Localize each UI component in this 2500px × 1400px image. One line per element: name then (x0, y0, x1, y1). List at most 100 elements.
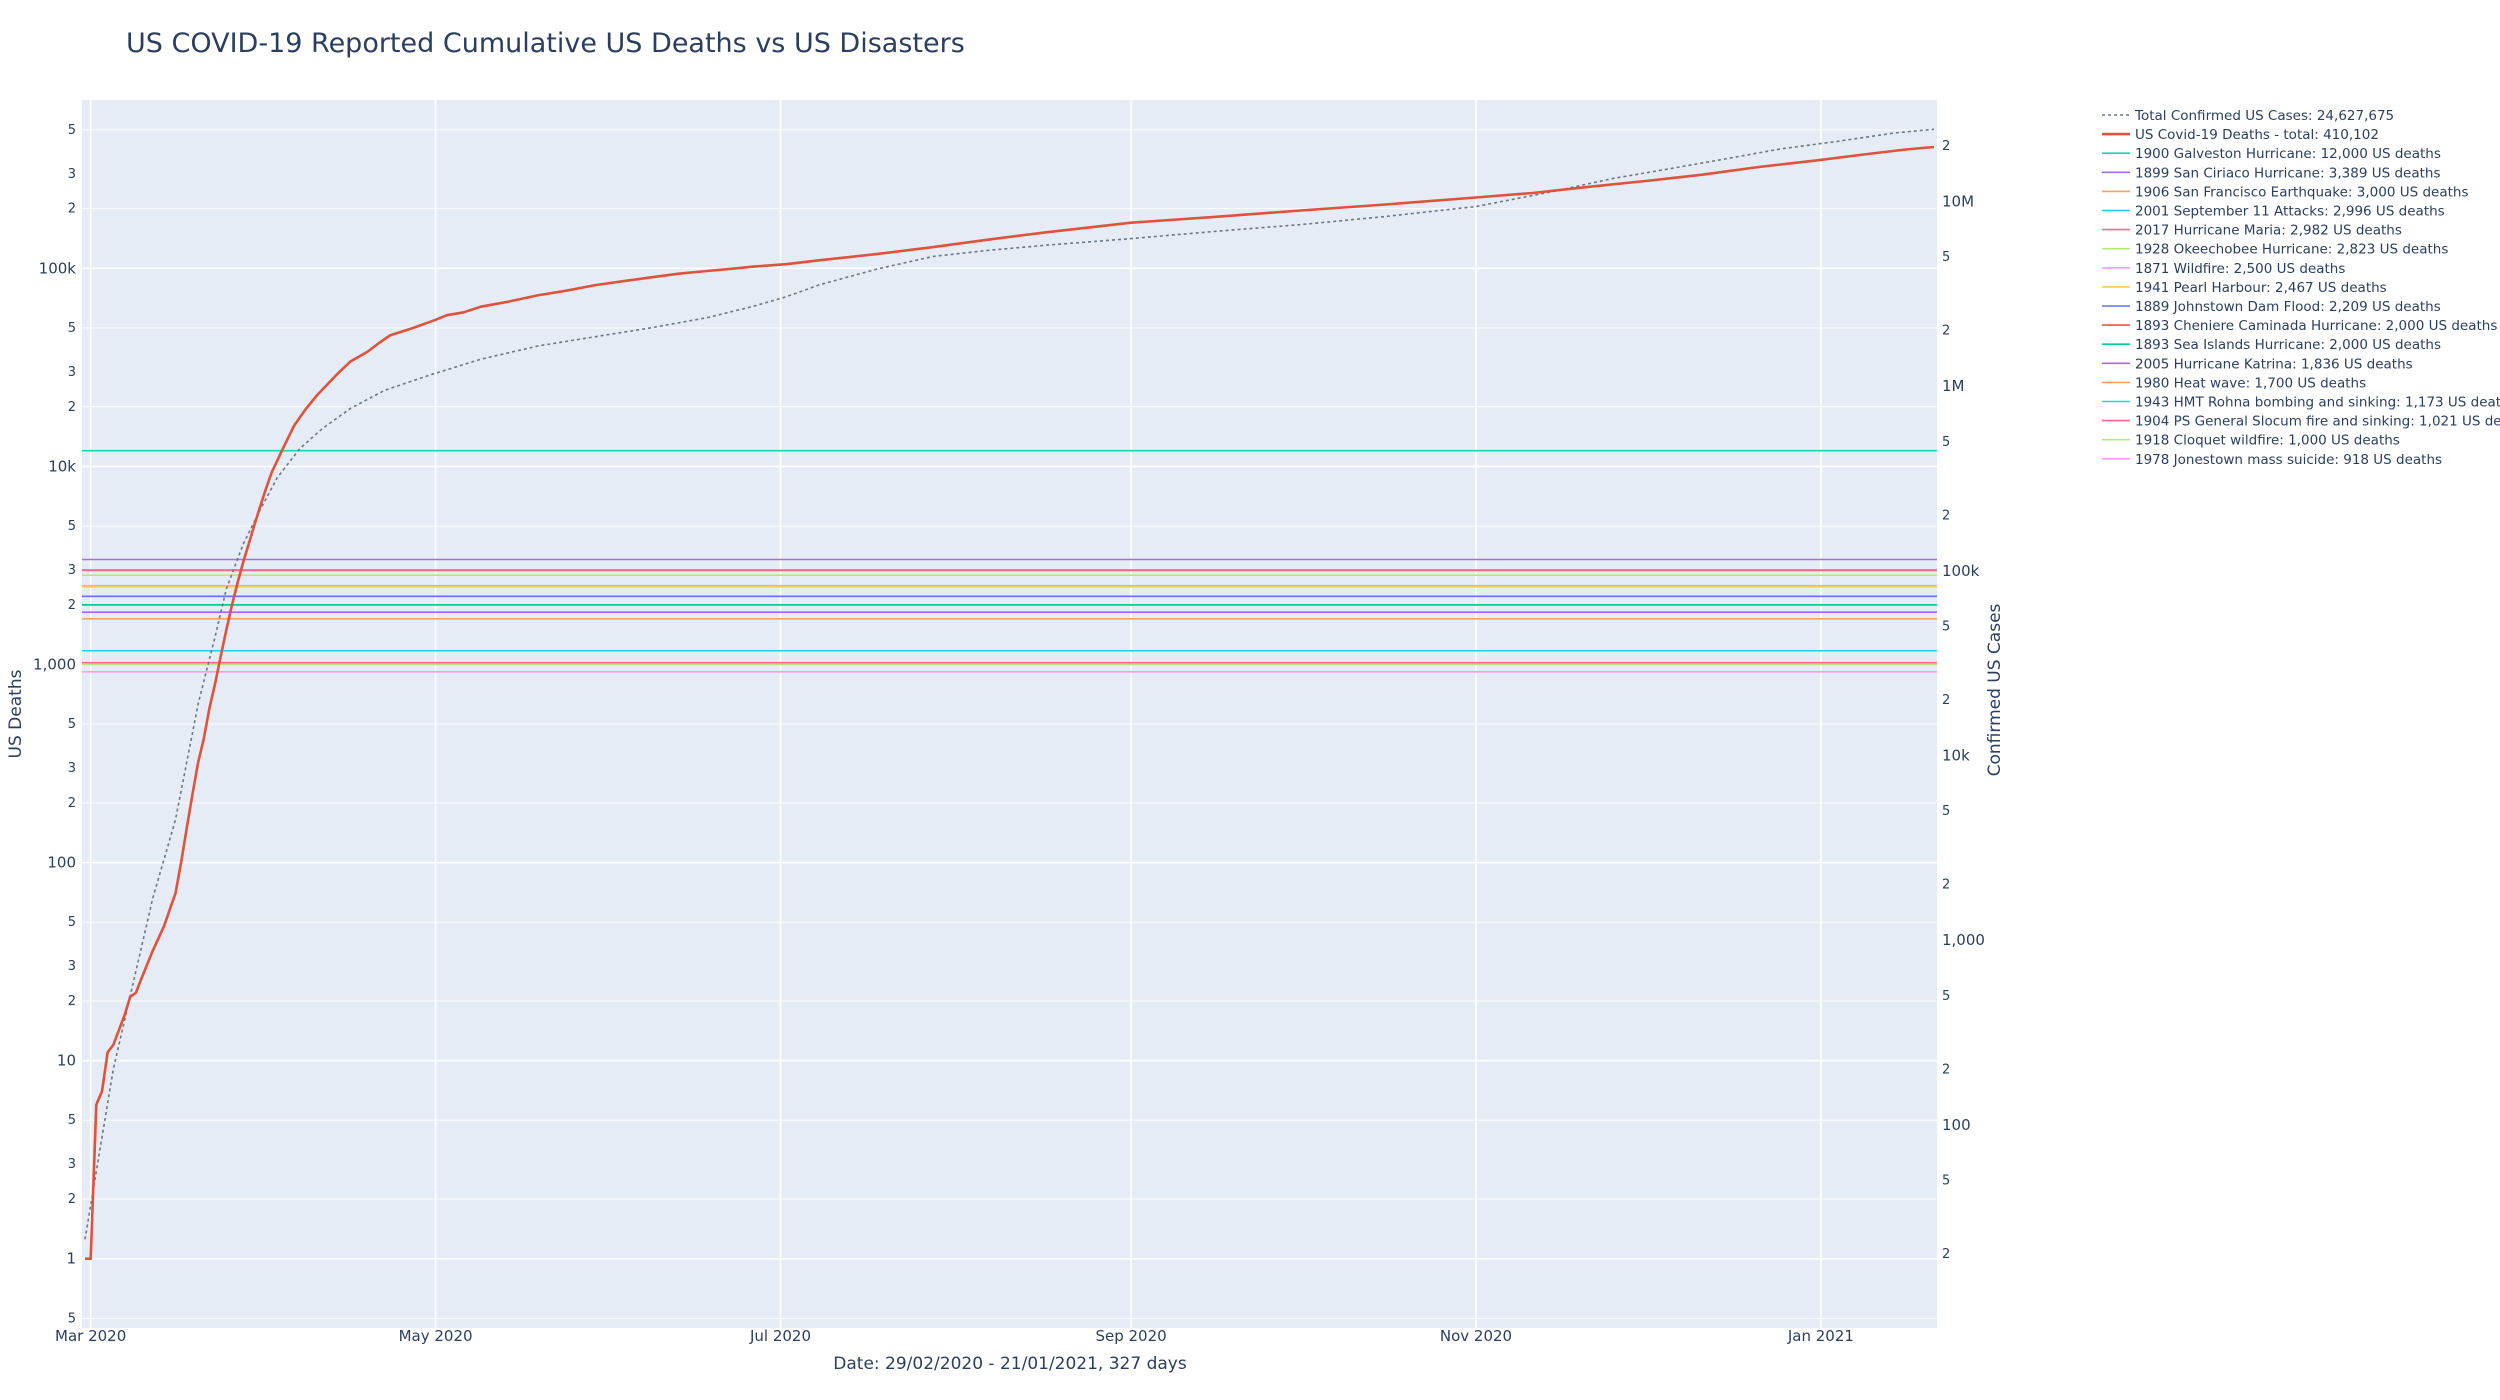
y2-tick-label: 100 (1942, 1116, 1971, 1134)
y-minor-tick-label: 3 (68, 761, 76, 776)
legend-label: 1904 PS General Slocum fire and sinking:… (2135, 414, 2500, 430)
x-tick-label: May 2020 (399, 1327, 473, 1345)
y-minor-tick-label: 5 (68, 321, 76, 336)
y2-minor-tick-label: 5 (1942, 989, 1950, 1004)
y-minor-tick-label: 2 (68, 796, 76, 811)
y-minor-tick-label: 5 (68, 717, 76, 732)
y-tick-label: 100k (39, 259, 77, 277)
legend-item[interactable]: 1871 Wildfire: 2,500 US deaths (2102, 261, 2345, 277)
legend-item[interactable]: 1900 Galveston Hurricane: 12,000 US deat… (2102, 146, 2441, 162)
legend-label: 2001 September 11 Attacks: 2,996 US deat… (2135, 204, 2445, 220)
y2-minor-tick-label: 2 (1942, 139, 1950, 154)
y-minor-tick-label: 3 (68, 167, 76, 182)
legend-item[interactable]: 1906 San Francisco Earthquake: 3,000 US … (2102, 184, 2468, 200)
y-tick-label: 10k (48, 457, 76, 475)
legend-label: 2017 Hurricane Maria: 2,982 US deaths (2135, 223, 2402, 239)
legend-item[interactable]: US Covid-19 Deaths - total: 410,102 (2102, 127, 2379, 143)
legend-label: 1978 Jonestown mass suicide: 918 US deat… (2135, 452, 2442, 468)
legend-item[interactable]: 1928 Okeechobee Hurricane: 2,823 US deat… (2102, 242, 2448, 258)
legend-item[interactable]: 1943 HMT Rohna bombing and sinking: 1,17… (2102, 395, 2500, 411)
y2-minor-tick-label: 2 (1942, 1247, 1950, 1262)
legend: Total Confirmed US Cases: 24,627,675 US C… (2102, 108, 2500, 468)
legend-label: 1889 Johnstown Dam Flood: 2,209 US death… (2135, 299, 2441, 315)
legend-label: 1906 San Francisco Earthquake: 3,000 US … (2135, 184, 2468, 200)
y2-tick-label: 10M (1942, 193, 1974, 211)
legend-label: Total Confirmed US Cases: 24,627,675 (2134, 108, 2394, 124)
legend-label: 1928 Okeechobee Hurricane: 2,823 US deat… (2135, 242, 2448, 258)
legend-label: 1980 Heat wave: 1,700 US deaths (2135, 375, 2366, 391)
y2-minor-tick-label: 2 (1942, 1062, 1950, 1077)
y-minor-tick-label: 3 (68, 959, 76, 974)
legend-label: 1871 Wildfire: 2,500 US deaths (2135, 261, 2345, 277)
x-tick-label: Jul 2020 (749, 1327, 811, 1345)
y2-minor-tick-label: 5 (1942, 804, 1950, 819)
y-axis-ticks: 1 10 100 1,000 10k 100k 5 2 5 2 5 2 5 2 5 2 5 2 5 3 3 3 3 3 3 (33, 123, 76, 1326)
series-lines (84, 128, 1935, 1260)
x-tick-label: Nov 2020 (1440, 1327, 1512, 1345)
legend-item[interactable]: 1889 Johnstown Dam Flood: 2,209 US death… (2102, 299, 2441, 315)
x-tick-label: Jan 2021 (1787, 1327, 1854, 1345)
disaster-lines (82, 449, 1937, 673)
legend-item[interactable]: 2005 Hurricane Katrina: 1,836 US deaths (2102, 356, 2413, 372)
y-minor-tick-label: 2 (68, 1192, 76, 1207)
x-tick-label: Mar 2020 (55, 1327, 126, 1345)
y-tick-label: 100 (47, 854, 76, 872)
legend-item[interactable]: 2017 Hurricane Maria: 2,982 US deaths (2102, 223, 2402, 239)
y2-minor-tick-label: 2 (1942, 508, 1950, 523)
y2-minor-tick-label: 5 (1942, 619, 1950, 634)
y-minor-tick-label: 2 (68, 202, 76, 217)
y-minor-tick-label: 5 (68, 1113, 76, 1128)
legend-label: 1900 Galveston Hurricane: 12,000 US deat… (2135, 146, 2441, 162)
y-minor-tick-label: 5 (68, 519, 76, 534)
y2-minor-tick-label: 5 (1942, 435, 1950, 450)
y-minor-tick-label: 3 (68, 563, 76, 578)
legend-item[interactable]: 1980 Heat wave: 1,700 US deaths (2102, 375, 2366, 391)
legend-label: 2005 Hurricane Katrina: 1,836 US deaths (2135, 356, 2413, 372)
legend-label: 1943 HMT Rohna bombing and sinking: 1,17… (2135, 395, 2500, 411)
legend-label: 1893 Cheniere Caminada Hurricane: 2,000 … (2135, 318, 2497, 334)
legend-item[interactable]: 1893 Sea Islands Hurricane: 2,000 US dea… (2102, 337, 2441, 353)
y2-axis-ticks: 100 1,000 10k 100k 1M 10M 2 5 2 5 2 5 2 5 2 5 2 5 2 (1942, 139, 1985, 1262)
y-minor-tick-label: 5 (68, 123, 76, 138)
y2-minor-tick-label: 2 (1942, 878, 1950, 893)
chart-title: US COVID-19 Reported Cumulative US Death… (126, 28, 965, 59)
legend-label: 1918 Cloquet wildfire: 1,000 US deaths (2135, 433, 2400, 449)
legend-item[interactable]: Total Confirmed US Cases: 24,627,675 (2102, 108, 2394, 124)
y2-axis-label: Confirmed US Cases (1985, 603, 2005, 776)
x-axis-label: Date: 29/02/2020 - 21/01/2021, 327 days (833, 1354, 1187, 1374)
y2-minor-tick-label: 5 (1942, 250, 1950, 265)
y2-minor-tick-label: 2 (1942, 324, 1950, 339)
y-axis-label: US Deaths (6, 669, 26, 758)
legend-item[interactable]: 1904 PS General Slocum fire and sinking:… (2102, 414, 2500, 430)
y-minor-tick-label: 2 (68, 400, 76, 415)
y-tick-label: 1,000 (33, 655, 76, 673)
legend-item[interactable]: 1941 Pearl Harbour: 2,467 US deaths (2102, 280, 2387, 296)
legend-label: 1941 Pearl Harbour: 2,467 US deaths (2135, 280, 2387, 296)
legend-item[interactable]: 1899 San Ciriaco Hurricane: 3,389 US dea… (2102, 165, 2441, 181)
x-tick-label: Sep 2020 (1095, 1327, 1166, 1345)
x-axis-ticks: Mar 2020 May 2020 Jul 2020 Sep 2020 Nov 2020… (55, 1327, 1854, 1345)
legend-item[interactable]: 2001 September 11 Attacks: 2,996 US deat… (2102, 204, 2445, 220)
deaths-line[interactable] (85, 145, 1935, 1260)
y2-tick-label: 100k (1942, 562, 1980, 580)
y-minor-tick-label: 2 (68, 994, 76, 1009)
legend-item[interactable]: 1893 Cheniere Caminada Hurricane: 2,000 … (2102, 318, 2497, 334)
y-minor-tick-label: 2 (68, 598, 76, 613)
y-tick-label: 1 (66, 1250, 76, 1268)
y-minor-tick-label: 5 (68, 915, 76, 930)
y-minor-tick-label: 5 (68, 1311, 76, 1326)
y-tick-label: 10 (57, 1052, 76, 1070)
legend-label: 1893 Sea Islands Hurricane: 2,000 US dea… (2135, 337, 2441, 353)
legend-item[interactable]: 1918 Cloquet wildfire: 1,000 US deaths (2102, 433, 2400, 449)
cases-line[interactable] (84, 128, 1935, 1240)
y2-tick-label: 1M (1942, 377, 1965, 395)
y-minor-tick-label: 3 (68, 365, 76, 380)
y2-tick-label: 1,000 (1942, 931, 1985, 949)
legend-label: US Covid-19 Deaths - total: 410,102 (2135, 127, 2379, 143)
legend-item[interactable]: 1978 Jonestown mass suicide: 918 US deat… (2102, 452, 2442, 468)
y2-tick-label: 10k (1942, 747, 1970, 765)
y-minor-tick-label: 3 (68, 1157, 76, 1172)
y2-minor-tick-label: 2 (1942, 693, 1950, 708)
plot-area[interactable] (82, 100, 1937, 1328)
